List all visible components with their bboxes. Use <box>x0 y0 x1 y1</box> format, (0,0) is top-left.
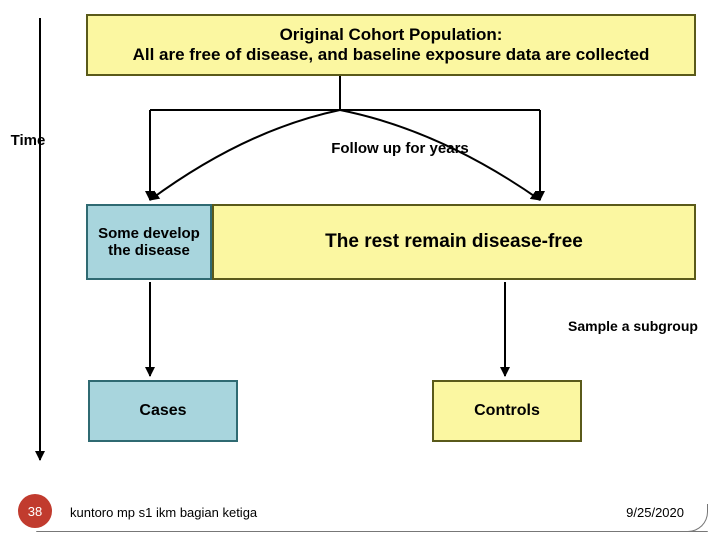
box-develop-disease: Some develop the disease <box>86 204 212 280</box>
box-cohort-line1: Original Cohort Population: <box>133 25 650 45</box>
box-rest-disease-free: The rest remain disease-free <box>212 204 696 280</box>
box-develop-text: Some develop the disease <box>94 225 204 259</box>
footer-date: 9/25/2020 <box>626 505 684 520</box>
footer-author-text: kuntoro mp s1 ikm bagian ketiga <box>70 505 257 520</box>
box-cohort-population: Original Cohort Population: All are free… <box>86 14 696 76</box>
diagram-stage: Original Cohort Population: All are free… <box>0 0 720 540</box>
box-rest-text: The rest remain disease-free <box>325 231 583 253</box>
box-cases: Cases <box>88 380 238 442</box>
label-follow-up: Follow up for years <box>300 140 500 157</box>
slide-footer: 38 kuntoro mp s1 ikm bagian ketiga 9/25/… <box>0 494 720 534</box>
label-time-axis: Time <box>0 132 56 149</box>
box-controls-text: Controls <box>474 402 540 420</box>
box-cases-text: Cases <box>139 402 186 420</box>
footer-rule <box>36 531 708 532</box>
box-controls: Controls <box>432 380 582 442</box>
footer-corner-curve <box>680 504 708 532</box>
label-sample-subgroup: Sample a subgroup <box>548 318 718 334</box>
box-cohort-line2: All are free of disease, and baseline ex… <box>133 45 650 65</box>
page-number-badge: 38 <box>18 494 52 528</box>
